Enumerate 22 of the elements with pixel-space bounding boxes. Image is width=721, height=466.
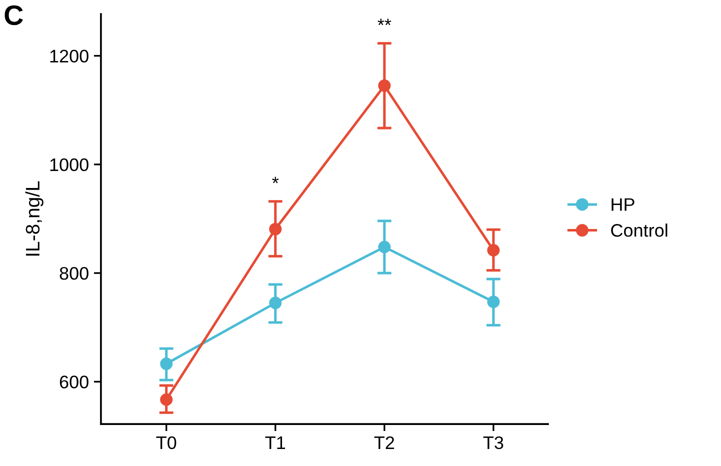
legend-label: HP (612, 198, 634, 211)
annotation: ** (378, 18, 392, 26)
legend-label: Control (611, 224, 668, 237)
y-axis-title: IL-8,ng/L (25, 181, 44, 256)
point (269, 222, 282, 236)
point (378, 79, 391, 92)
point (378, 240, 391, 254)
point (269, 296, 282, 310)
y-tick-label: 1000 (50, 158, 88, 172)
point (487, 244, 500, 256)
x-tick-label: T2 (374, 436, 394, 449)
text: C (4, 5, 23, 26)
point (160, 358, 173, 370)
x-tick-label: T1 (265, 436, 286, 449)
point (160, 393, 173, 406)
x-tick-label: T3 (483, 436, 504, 450)
y-tick-label: 800 (60, 267, 88, 280)
x-tick-label: T0 (156, 436, 176, 450)
annotation: * (272, 176, 279, 184)
y-tick-label: 600 (60, 376, 88, 388)
point (487, 296, 500, 308)
y-tick-label: 1200 (50, 50, 88, 63)
